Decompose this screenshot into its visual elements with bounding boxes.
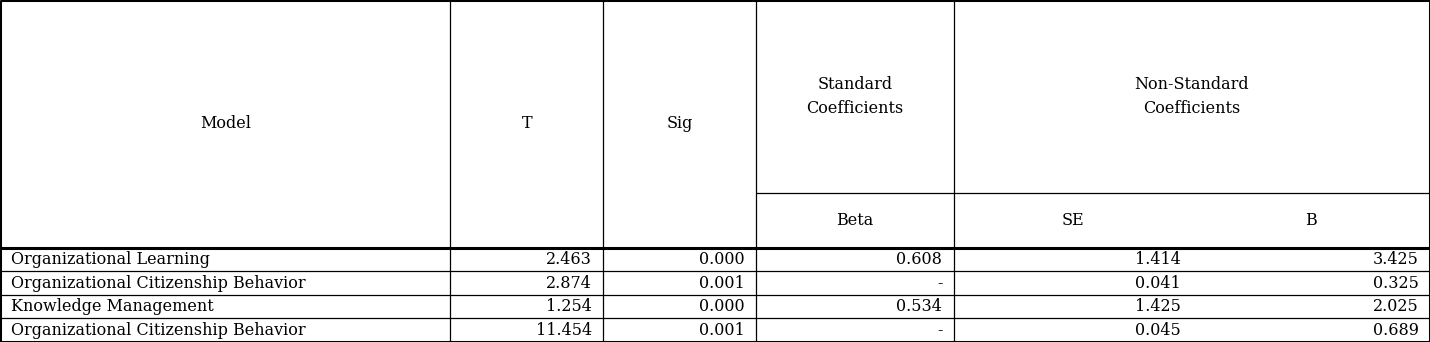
Text: 3.425: 3.425 — [1373, 251, 1419, 268]
Text: B: B — [1306, 212, 1317, 229]
Text: Organizational Learning: Organizational Learning — [11, 251, 210, 268]
Text: 1.425: 1.425 — [1134, 298, 1180, 315]
Text: 0.608: 0.608 — [897, 251, 942, 268]
Text: 0.000: 0.000 — [699, 251, 745, 268]
Text: 2.025: 2.025 — [1373, 298, 1419, 315]
Text: T: T — [522, 116, 532, 132]
Text: 0.045: 0.045 — [1135, 322, 1180, 339]
Text: -: - — [937, 322, 942, 339]
Text: 2.463: 2.463 — [546, 251, 592, 268]
Text: Organizational Citizenship Behavior: Organizational Citizenship Behavior — [11, 275, 306, 292]
Text: Non-Standard
Coefficients: Non-Standard Coefficients — [1134, 76, 1250, 117]
Text: SE: SE — [1061, 212, 1084, 229]
Text: Model: Model — [200, 116, 250, 132]
Text: 0.325: 0.325 — [1373, 275, 1419, 292]
Text: 1.414: 1.414 — [1134, 251, 1180, 268]
Text: Organizational Citizenship Behavior: Organizational Citizenship Behavior — [11, 322, 306, 339]
Text: 0.001: 0.001 — [699, 322, 745, 339]
Text: Knowledge Management: Knowledge Management — [11, 298, 214, 315]
Text: 0.000: 0.000 — [699, 298, 745, 315]
Text: 0.041: 0.041 — [1135, 275, 1180, 292]
Text: 1.254: 1.254 — [546, 298, 592, 315]
Text: Beta: Beta — [837, 212, 874, 229]
Text: 2.874: 2.874 — [546, 275, 592, 292]
Text: 0.534: 0.534 — [897, 298, 942, 315]
Text: 0.689: 0.689 — [1373, 322, 1419, 339]
Text: Standard
Coefficients: Standard Coefficients — [807, 76, 904, 117]
Text: Sig: Sig — [666, 116, 694, 132]
Text: 0.001: 0.001 — [699, 275, 745, 292]
Text: -: - — [937, 275, 942, 292]
Text: 11.454: 11.454 — [536, 322, 592, 339]
